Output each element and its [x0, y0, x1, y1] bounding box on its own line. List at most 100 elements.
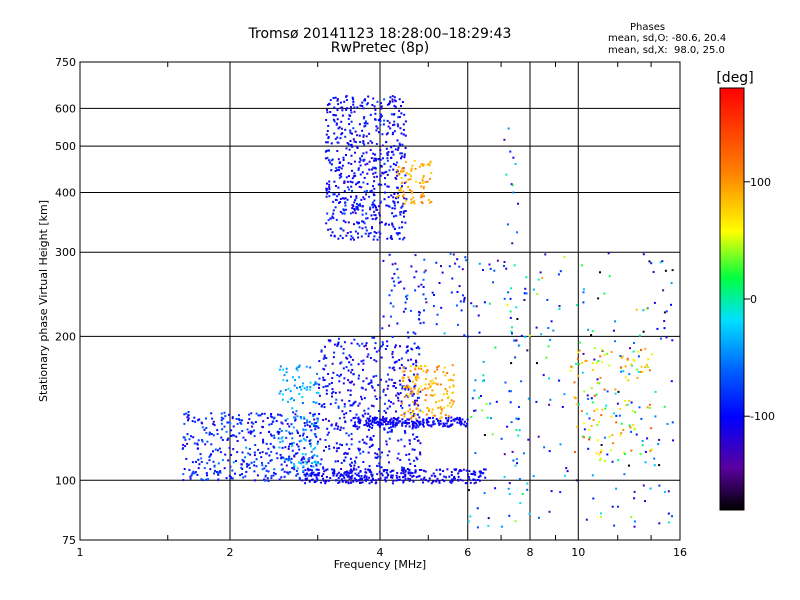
- data-point: [509, 310, 512, 313]
- data-point: [324, 345, 326, 348]
- data-point: [312, 465, 315, 468]
- data-point: [415, 364, 418, 367]
- data-point: [374, 112, 377, 115]
- data-point: [331, 215, 334, 218]
- data-point: [372, 193, 375, 196]
- data-point: [418, 469, 421, 471]
- data-point: [372, 152, 375, 155]
- data-point: [338, 481, 341, 483]
- data-point: [427, 408, 430, 410]
- data-point: [477, 476, 480, 479]
- data-point: [343, 413, 346, 416]
- data-point: [326, 149, 329, 152]
- data-point: [281, 393, 284, 396]
- data-point: [265, 469, 268, 472]
- data-point: [365, 421, 368, 424]
- data-point: [376, 100, 379, 103]
- data-point: [298, 476, 301, 479]
- data-point: [347, 221, 350, 224]
- data-point: [290, 397, 293, 400]
- data-point: [349, 457, 352, 460]
- data-point: [384, 469, 386, 471]
- data-point: [434, 414, 436, 417]
- data-point: [479, 395, 482, 397]
- data-point: [480, 471, 482, 474]
- data-point: [618, 414, 621, 417]
- data-point: [409, 392, 412, 395]
- data-point: [314, 460, 317, 463]
- data-point: [374, 167, 377, 170]
- data-point: [350, 371, 353, 374]
- data-point: [423, 258, 426, 261]
- data-point: [460, 420, 463, 423]
- data-point: [261, 464, 264, 467]
- data-point: [630, 363, 633, 366]
- data-point: [187, 414, 190, 417]
- data-point: [392, 402, 395, 405]
- data-point: [418, 421, 421, 424]
- data-point: [192, 436, 195, 439]
- data-point: [381, 115, 383, 118]
- data-point: [380, 472, 383, 475]
- data-point: [383, 119, 386, 122]
- data-point: [642, 253, 645, 256]
- data-point: [397, 416, 400, 419]
- data-point: [535, 326, 538, 329]
- data-point: [335, 185, 337, 187]
- data-point: [356, 474, 359, 477]
- data-point: [472, 470, 475, 473]
- data-point: [413, 438, 416, 440]
- data-point: [378, 349, 381, 352]
- data-point: [422, 421, 425, 424]
- data-point: [397, 421, 400, 424]
- data-point: [289, 471, 292, 473]
- data-point: [330, 424, 333, 427]
- data-point: [371, 218, 374, 220]
- data-point: [356, 145, 358, 148]
- data-point: [456, 421, 459, 424]
- data-point: [280, 429, 283, 432]
- data-point: [314, 381, 317, 384]
- data-point: [329, 217, 332, 220]
- data-point: [402, 377, 405, 380]
- data-point: [429, 177, 431, 180]
- data-point: [349, 109, 352, 112]
- data-point: [274, 472, 277, 475]
- data-point: [432, 472, 435, 475]
- data-point: [515, 306, 518, 309]
- colorbar-tick-label: 0: [750, 293, 757, 306]
- data-point: [220, 419, 223, 422]
- data-point: [388, 294, 391, 297]
- data-point: [397, 479, 400, 481]
- data-point: [289, 432, 291, 435]
- data-point: [559, 443, 562, 446]
- data-point: [404, 431, 407, 434]
- data-point: [391, 482, 394, 485]
- data-point: [344, 197, 347, 200]
- data-point: [315, 464, 318, 467]
- data-point: [552, 329, 555, 332]
- data-point: [358, 134, 361, 137]
- data-point: [473, 478, 476, 481]
- data-point: [374, 153, 376, 156]
- data-point: [404, 386, 407, 389]
- data-point: [392, 424, 395, 426]
- data-point: [389, 419, 392, 422]
- data-point: [345, 443, 348, 446]
- data-point: [483, 301, 486, 304]
- x-tick-label: 6: [464, 546, 471, 559]
- data-point: [360, 395, 363, 398]
- data-point: [294, 413, 297, 416]
- data-point: [558, 308, 561, 310]
- data-point: [196, 473, 199, 476]
- data-point: [397, 399, 400, 402]
- data-point: [314, 433, 317, 435]
- data-point: [204, 443, 207, 446]
- data-point: [309, 425, 312, 428]
- data-point: [446, 392, 448, 395]
- data-point: [292, 441, 295, 444]
- data-point: [380, 466, 383, 469]
- data-point: [427, 416, 430, 419]
- data-point: [328, 190, 331, 193]
- data-point: [325, 119, 328, 121]
